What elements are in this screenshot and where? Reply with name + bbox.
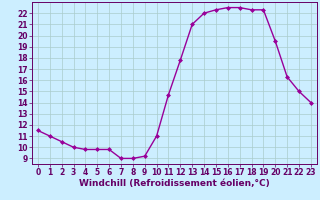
X-axis label: Windchill (Refroidissement éolien,°C): Windchill (Refroidissement éolien,°C) [79,179,270,188]
